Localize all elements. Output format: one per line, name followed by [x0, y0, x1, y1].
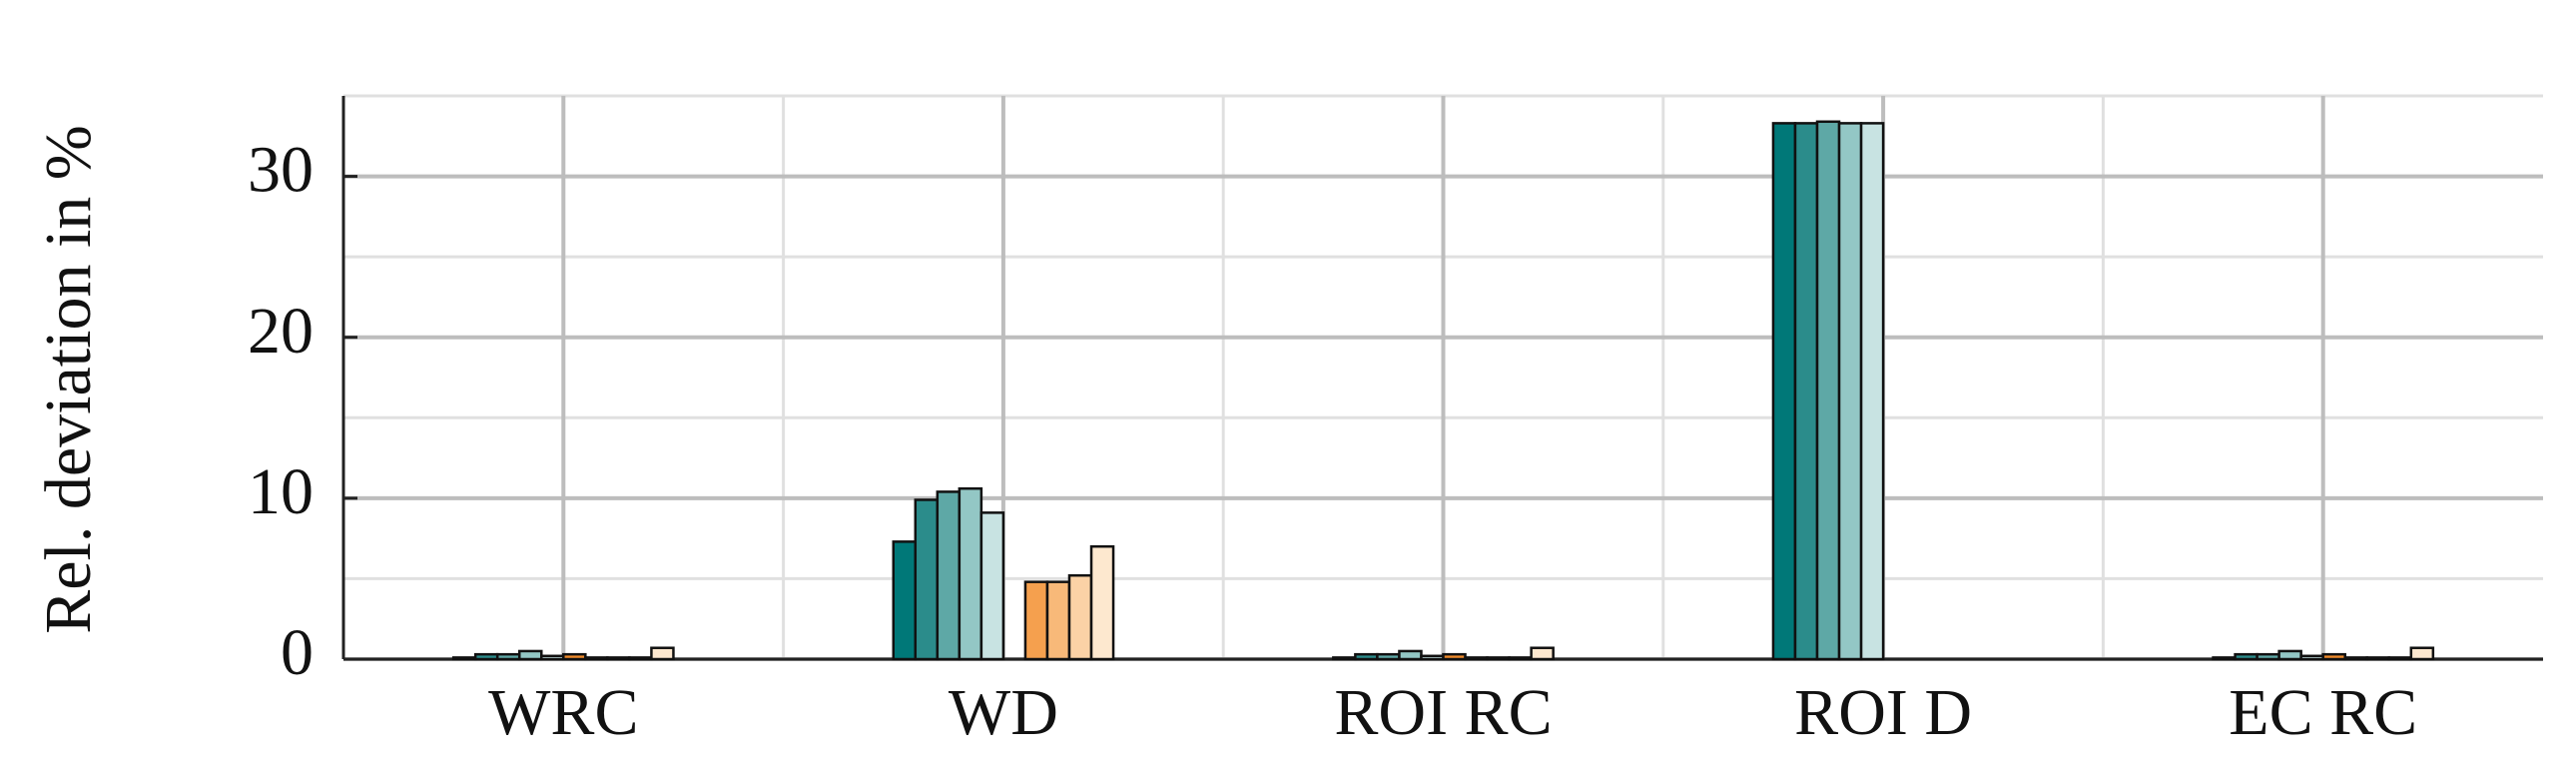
x-tick-label: WRC [488, 676, 638, 749]
y-tick-label: 0 [281, 616, 314, 689]
bar [1815, 120, 1841, 661]
bar [2234, 652, 2258, 661]
y-tick-label: 20 [248, 295, 314, 368]
bar [2212, 656, 2237, 661]
bar [1508, 656, 1533, 661]
bar [517, 649, 543, 661]
bar [1793, 122, 1819, 661]
bar [2343, 656, 2369, 661]
bar [914, 498, 940, 661]
x-tick-label: EC RC [2229, 676, 2417, 749]
bar [584, 656, 609, 661]
bar [1771, 122, 1797, 661]
bar [495, 652, 521, 661]
bar [2409, 646, 2435, 661]
bar [606, 656, 631, 661]
bar [892, 540, 918, 661]
bar [2255, 652, 2280, 661]
x-tick-label: ROI RC [1334, 676, 1552, 749]
bar [2277, 649, 2302, 661]
bar [2387, 656, 2413, 661]
bar [1023, 580, 1049, 661]
bar [1464, 656, 1489, 661]
bar [1859, 122, 1885, 661]
y-axis-label: Rel. deviation in % [32, 125, 105, 634]
bar [1067, 573, 1093, 661]
bar [2365, 656, 2391, 661]
bar [473, 652, 499, 661]
y-tick-label: 30 [248, 134, 314, 207]
bar [1332, 656, 1357, 661]
bar [451, 656, 477, 661]
bar [628, 656, 653, 661]
bar [1398, 649, 1423, 661]
bar [1530, 646, 1555, 661]
x-tick-label: ROI D [1794, 676, 1972, 749]
bar [936, 490, 962, 661]
bar [979, 511, 1005, 661]
bar [2299, 654, 2324, 661]
bar [1420, 654, 1445, 661]
bar [2321, 652, 2346, 661]
x-tick-label: WD [949, 676, 1058, 749]
bar [1045, 580, 1071, 661]
bar [1354, 652, 1379, 661]
bar [1837, 122, 1863, 661]
bar [562, 652, 587, 661]
bar [650, 646, 675, 661]
bar [958, 486, 983, 661]
bar [1442, 652, 1467, 661]
bar [1486, 656, 1511, 661]
y-tick-label: 10 [248, 455, 314, 528]
bar [1376, 652, 1401, 661]
bar [540, 654, 565, 661]
bar [1089, 544, 1115, 661]
